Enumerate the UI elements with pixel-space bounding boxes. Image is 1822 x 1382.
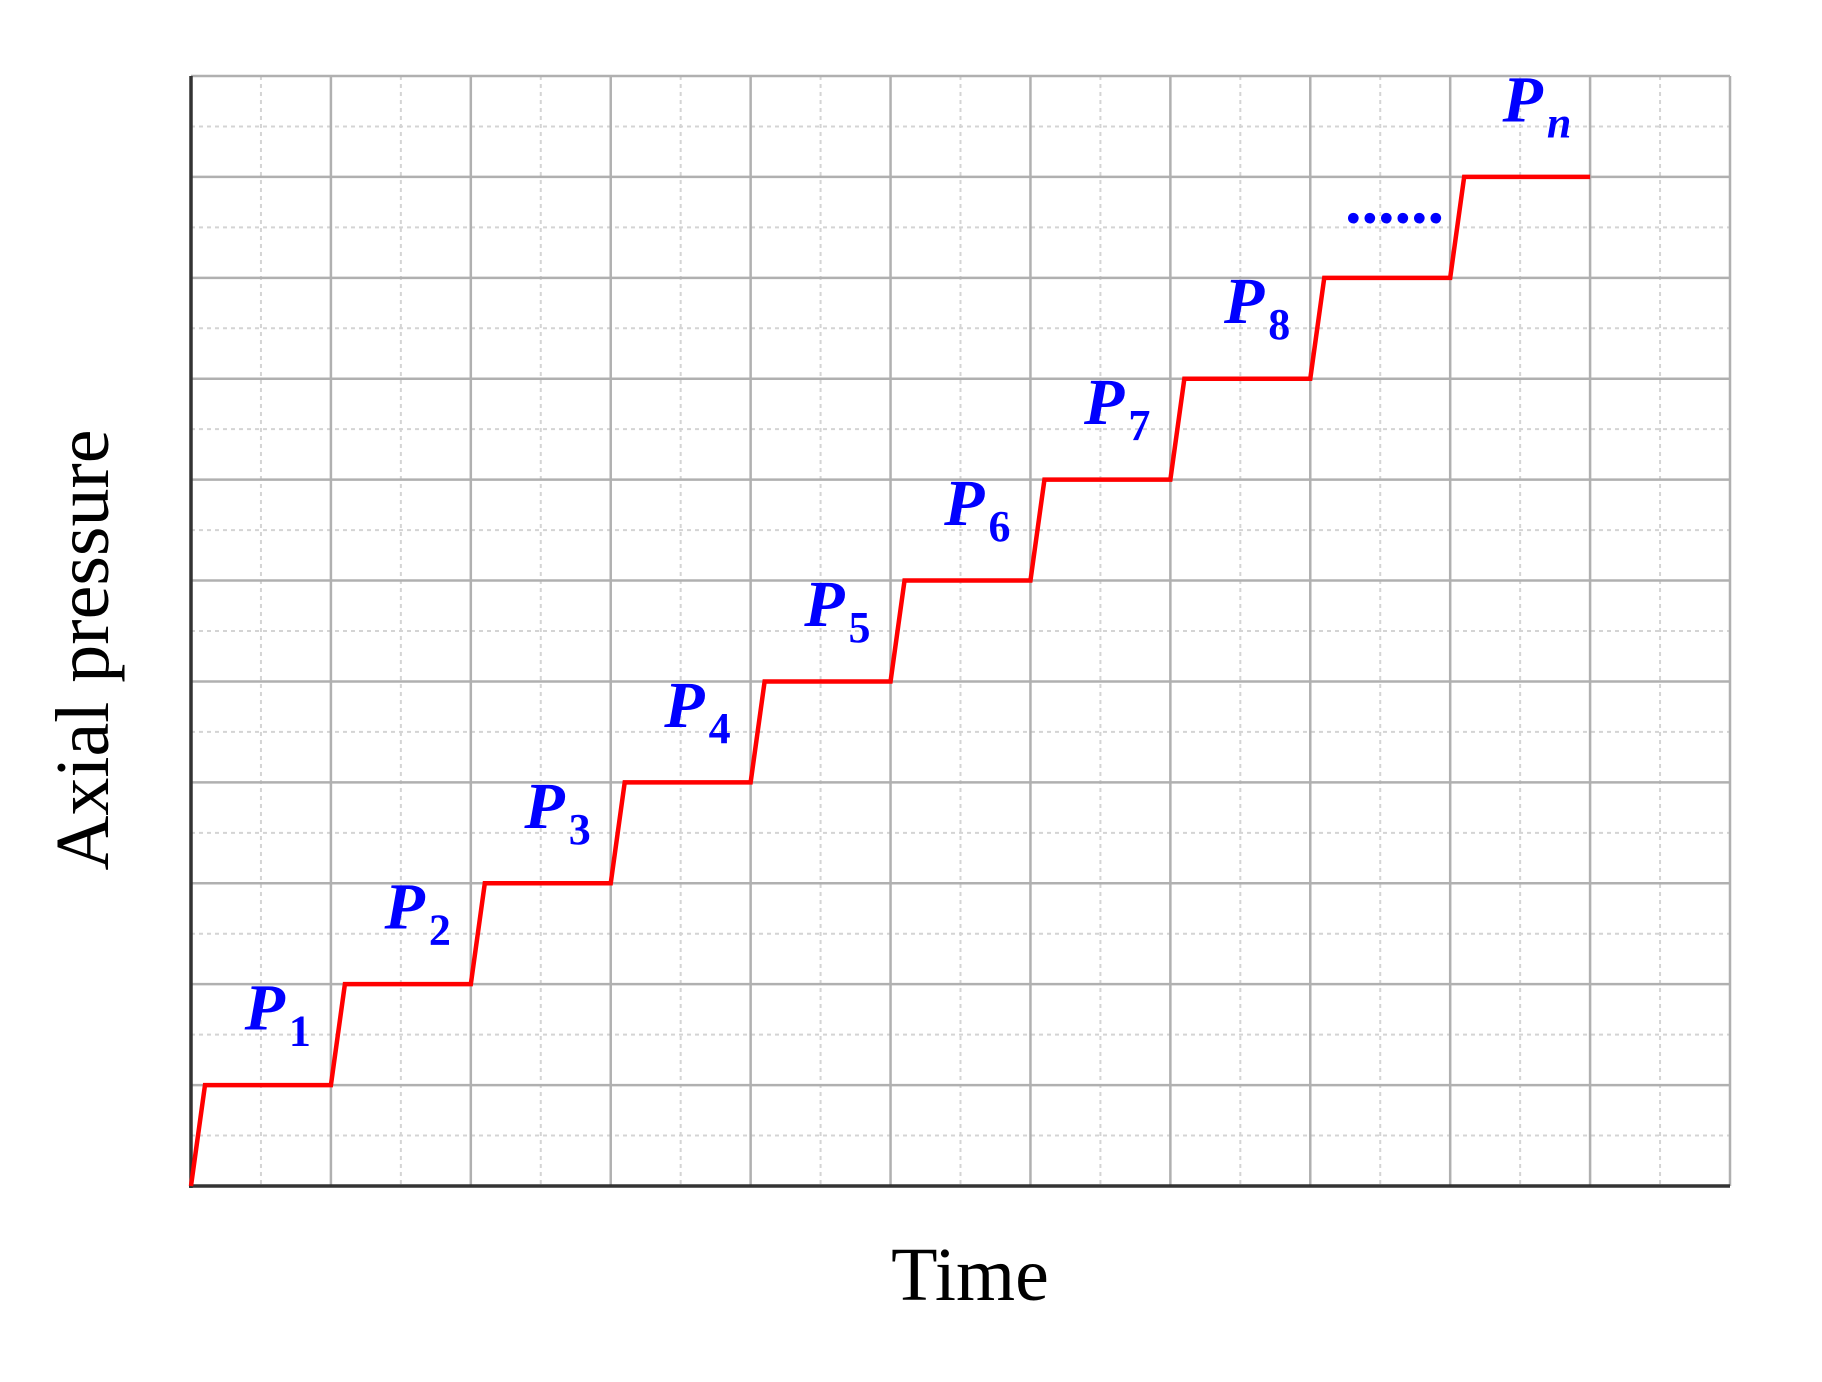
annotation-text: P [663, 669, 705, 742]
annotation: P8 [1223, 265, 1290, 349]
annotation-text: P [244, 972, 286, 1045]
y-axis-title: Axial pressure [41, 429, 125, 870]
annotation: P1 [244, 972, 311, 1056]
annotation-subscript: 1 [289, 1007, 311, 1056]
x-axis-title: Time [891, 1233, 1049, 1317]
annotation: P6 [943, 467, 1010, 551]
annotation-text: P [1083, 366, 1125, 439]
annotation-subscript: 2 [429, 906, 451, 955]
annotation: P4 [663, 669, 730, 753]
annotation-text: ...... [1348, 164, 1447, 237]
annotation-subscript: 4 [709, 704, 731, 753]
annotation: P3 [523, 770, 590, 854]
annotation: ...... [1348, 164, 1447, 237]
annotation: P2 [383, 871, 450, 955]
annotation-text: P [943, 467, 985, 540]
annotation-subscript: 7 [1128, 401, 1150, 450]
annotation-subscript: n [1547, 98, 1571, 147]
annotation-text: P [523, 770, 565, 843]
annotation-text: P [803, 568, 845, 641]
annotation: Pn [1502, 63, 1572, 147]
annotation: P5 [803, 568, 870, 652]
annotation-subscript: 6 [988, 502, 1010, 551]
annotation: P7 [1083, 366, 1150, 450]
annotation-text: P [1502, 63, 1544, 136]
annotation-subscript: 3 [569, 805, 591, 854]
data-line [188, 174, 1591, 1187]
annotation-text: P [383, 871, 425, 944]
annotation-subscript: 8 [1268, 300, 1290, 349]
annotation-subscript: 5 [849, 603, 871, 652]
annotation-text: P [1223, 265, 1265, 338]
